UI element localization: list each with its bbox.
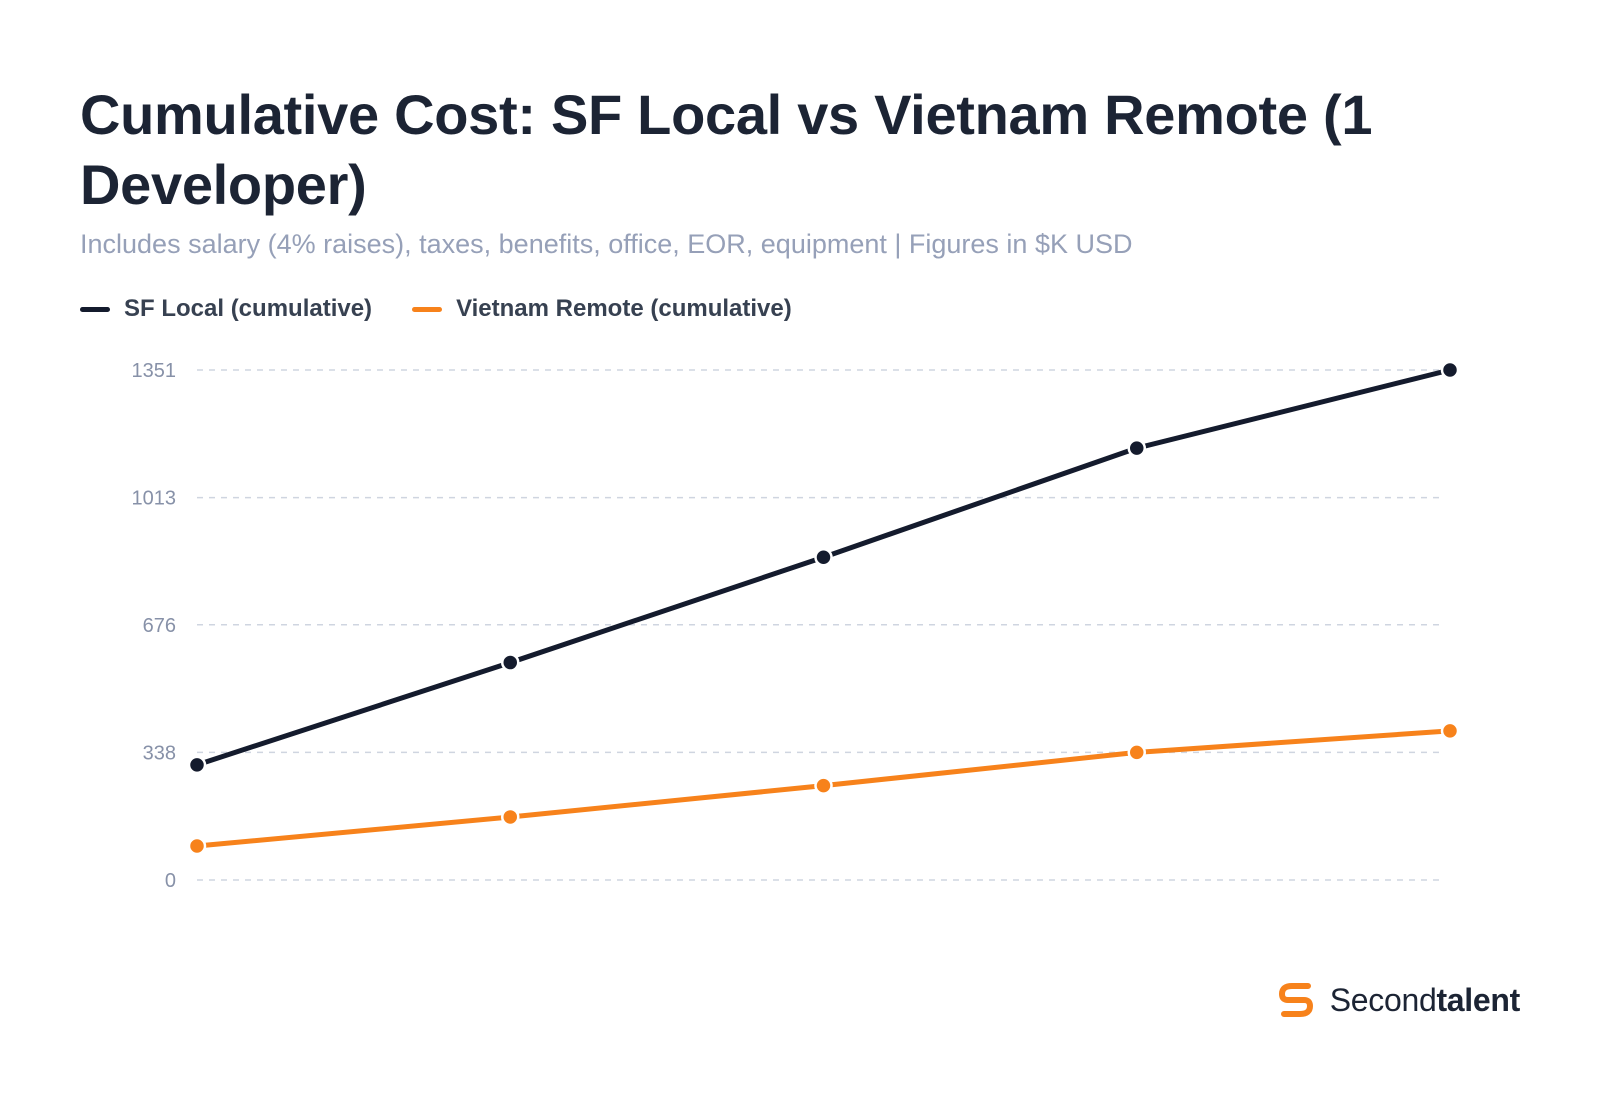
series-line-sf-local — [194, 367, 1453, 768]
data-point-vietnam-remote — [187, 836, 207, 856]
series-layer — [187, 360, 1460, 856]
brand-logo: Secondtalent — [1274, 978, 1520, 1022]
brand-prefix: Second — [1329, 981, 1437, 1018]
legend-label-vietnam-remote: Vietnam Remote (cumulative) — [456, 295, 792, 322]
legend-label-sf-local: SF Local (cumulative) — [124, 295, 373, 322]
chart-subtitle: Includes salary (4% raises), taxes, bene… — [80, 229, 1133, 259]
brand-name: Secondtalent — [1329, 981, 1521, 1019]
legend-item-sf-local: SF Local (cumulative) — [80, 295, 372, 323]
data-point-vietnam-remote — [501, 807, 520, 827]
y-tick-label: 1013 — [132, 488, 177, 510]
data-point-sf-local — [1440, 360, 1460, 380]
secondtalent-logo-icon — [1278, 983, 1313, 1017]
y-tick-label: 0 — [165, 870, 176, 892]
data-point-sf-local — [1127, 438, 1146, 458]
legend-swatch-vietnam-remote — [412, 306, 443, 312]
data-point-vietnam-remote — [814, 776, 833, 795]
data-point-vietnam-remote — [1127, 743, 1146, 762]
data-point-sf-local — [814, 547, 833, 567]
brand-suffix: talent — [1436, 981, 1520, 1018]
y-tick-label: 676 — [143, 615, 176, 637]
legend-swatch-sf-local — [80, 306, 110, 312]
legend-item-vietnam-remote: Vietnam Remote (cumulative) — [412, 295, 792, 323]
y-tick-label: 338 — [143, 742, 176, 764]
data-point-sf-local — [187, 755, 207, 775]
grid-layer: 0 338 676 1013 1351 — [132, 360, 1443, 892]
chart-title: Cumulative Cost: SF Local vs Vietnam Rem… — [80, 83, 1373, 216]
y-tick-label: 1351 — [132, 360, 177, 382]
chart-legend: SF Local (cumulative) Vietnam Remote (cu… — [80, 295, 792, 323]
data-point-sf-local — [501, 653, 520, 672]
data-point-vietnam-remote — [1440, 721, 1460, 741]
